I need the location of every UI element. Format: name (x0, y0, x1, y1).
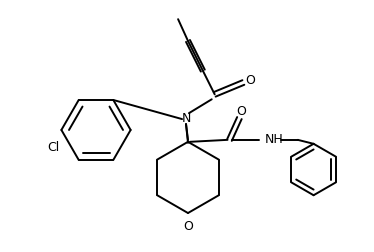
Text: Cl: Cl (47, 141, 59, 154)
Text: O: O (183, 220, 193, 233)
Text: O: O (245, 74, 255, 87)
Text: NH: NH (265, 133, 284, 146)
Text: O: O (236, 105, 246, 118)
Text: N: N (181, 112, 191, 124)
